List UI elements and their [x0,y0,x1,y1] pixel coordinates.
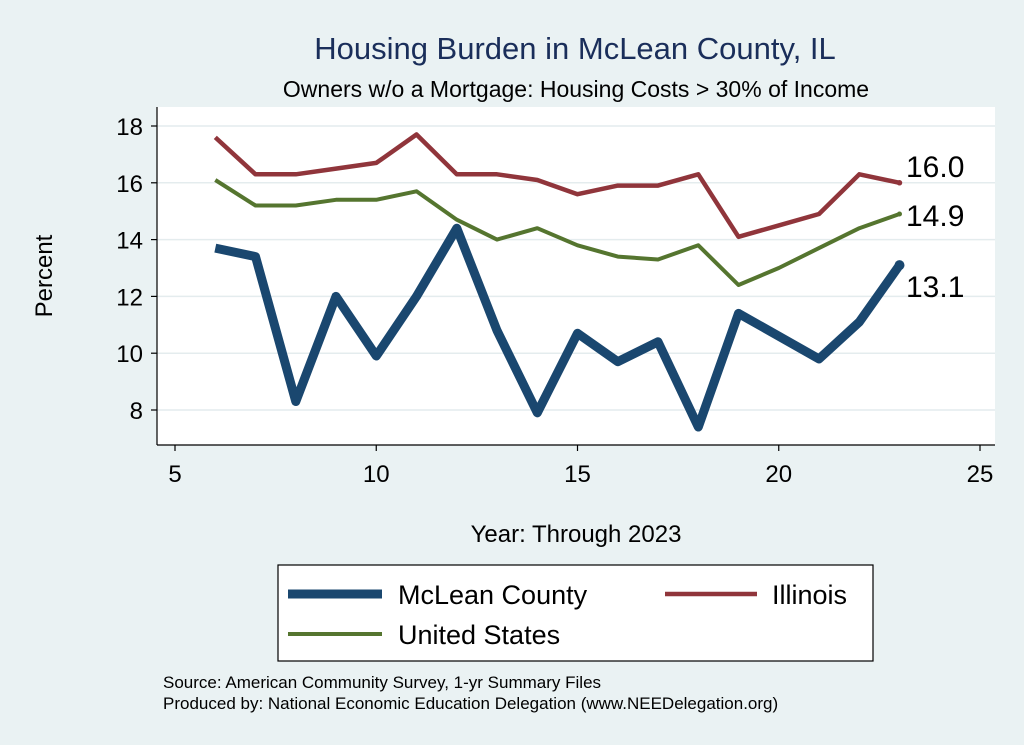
end-label-mclean-county: 13.1 [906,271,964,304]
source-line-2: Produced by: National Economic Education… [163,694,778,713]
source-line-1: Source: American Community Survey, 1-yr … [163,673,601,692]
x-ticks: 5 10 15 20 25 [168,445,993,488]
y-tick-label: 18 [116,114,143,141]
y-ticks: 8 10 12 14 16 18 [116,114,157,425]
series-end-point [894,260,905,271]
y-axis-label: Percent [31,234,58,317]
series-lines [213,132,905,432]
plot-area [157,107,995,445]
chart-subtitle: Owners w/o a Mortgage: Housing Costs > 3… [283,76,869,102]
legend: McLean County Illinois United States [277,564,874,662]
y-tick-label: 10 [116,341,143,368]
series-line-mclean-county [214,223,904,432]
series-end-point [897,211,902,217]
gridlines [157,125,995,411]
x-tick-label: 15 [564,461,591,488]
y-tick-label: 8 [130,398,143,425]
x-axis-label: Year: Through 2023 [471,521,682,548]
legend-label-united-states: United States [398,620,560,650]
end-labels: 13.1 16.0 14.9 [906,151,964,304]
series-end-point [896,180,903,186]
y-tick-label: 16 [116,171,143,198]
y-tick-label: 14 [116,228,143,255]
x-tick-label: 20 [765,461,792,488]
series-line-united-states [214,178,901,287]
legend-label-mclean-county: McLean County [398,580,588,610]
end-label-illinois: 16.0 [906,151,964,184]
x-tick-label: 5 [168,461,181,488]
end-label-united-states: 14.9 [906,200,964,233]
x-tick-label: 10 [363,461,390,488]
legend-label-illinois: Illinois [772,580,847,610]
chart-title: Housing Burden in McLean County, IL [314,31,836,66]
y-tick-label: 12 [116,284,143,311]
x-tick-label: 25 [967,461,994,488]
series-line-illinois [213,132,900,240]
legend-box [277,564,874,662]
axes [156,107,995,446]
